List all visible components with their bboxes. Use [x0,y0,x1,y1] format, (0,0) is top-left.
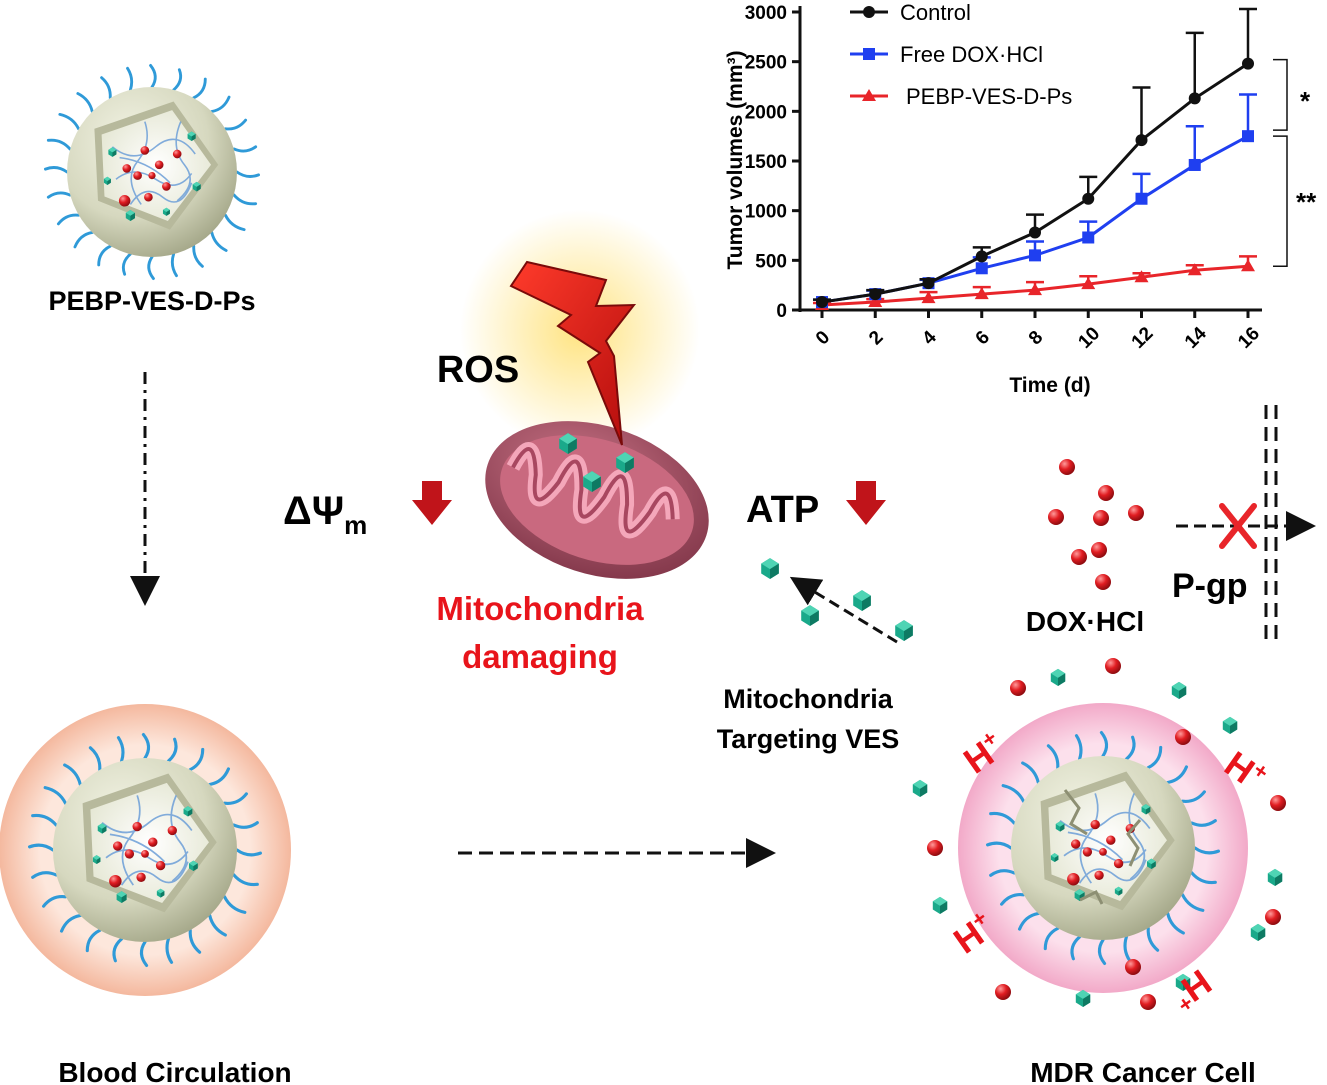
data-point [1028,283,1042,296]
x-tick-label: 8 [1025,327,1047,349]
significance-bracket [1273,58,1288,131]
x-axis-title: Time (d) [1009,374,1090,397]
mito-damage-line1: Mitochondria [436,590,644,627]
data-point [1135,192,1148,205]
ros-label: ROS [437,349,519,391]
atp-label: ATP [746,489,819,531]
x-tick-label: 0 [812,327,834,349]
significance-mark: ** [1296,187,1317,217]
x-tick-label: 16 [1234,323,1264,353]
data-point [1082,192,1095,205]
legend-label: Free DOX·HCl [900,42,1043,67]
data-point [921,291,936,304]
data-point [1029,226,1041,239]
significance-mark: * [1300,86,1311,116]
nanoparticle-in-tumor [958,703,1248,993]
ves-crystal [801,605,819,626]
data-point [1241,259,1255,272]
data-point [1134,270,1149,283]
mito-damage-line2: damaging [462,638,618,675]
y-tick-label: 1500 [745,152,787,173]
data-point [1188,158,1201,171]
dox-hcl-label: DOX·HCl [1026,606,1144,637]
data-point [1081,277,1096,290]
data-point [868,295,883,308]
ves-crystal [895,620,913,641]
membrane-potential-down-arrow-icon [412,481,452,525]
y-tick-label: 1000 [745,202,787,223]
series-pebp-ves-d-ps [813,255,1257,311]
x-tick-label: 6 [972,327,994,349]
free-dox-dots [1048,459,1144,590]
y-tick-label: 500 [755,251,787,272]
blocked-x-icon [1219,503,1257,549]
y-tick-label: 2500 [745,53,787,74]
data-point [975,262,988,275]
blood-circulation-label: Blood Circulation [58,1057,291,1085]
y-tick-label: 2000 [745,102,787,123]
ves-targeting-arrow [789,576,898,644]
mitochondrion [485,421,709,579]
data-point [974,287,989,300]
membrane-potential-label: ΔΨm [283,489,367,540]
series-free-dox-hcl [813,93,1257,309]
delta-psi-text: ΔΨ [283,489,344,533]
x-tick-label: 10 [1074,323,1104,353]
membrane-dashes [1264,405,1278,640]
legend-marker [863,6,875,18]
mito-target-line2: Targeting VES [717,724,900,754]
data-point [975,250,988,263]
data-point [1187,263,1202,276]
x-tick-label: 4 [918,327,941,350]
y-tick-label: 3000 [745,3,787,24]
data-point [1188,92,1201,105]
mdr-cell-label: MDR Cancer Cell [1030,1057,1256,1085]
legend-marker [863,48,875,60]
ves-crystal [761,558,779,579]
particle-name-label: PEBP-VES-D-Ps [48,286,255,316]
data-point [1135,134,1148,147]
data-point [816,296,828,309]
series-control [813,7,1257,309]
y-tick-label: 0 [776,301,787,322]
data-point [1242,130,1254,143]
data-point [869,288,882,301]
x-tick-label: 2 [865,327,887,349]
nanoparticle-in-blood [0,704,291,996]
data-point [1029,249,1041,262]
legend-label: Control [900,0,971,25]
legend-label: PEBP-VES-D-Ps [906,84,1072,109]
delta-psi-subscript: m [344,510,367,540]
nanoparticle-top [45,65,258,278]
y-axis-title: Tumor volumes (mm³) [724,51,747,270]
significance-bracket [1273,135,1288,268]
x-tick-label: 14 [1181,323,1211,353]
released-dox-dots [927,658,1286,1010]
lightning-bolt-icon [509,260,637,446]
data-point [922,277,935,290]
atp-down-arrow-icon [846,481,886,525]
tumor-volume-chart: 0 500 1000 1500 2000 2500 3000 0 2 4 6 8 10 12 14 16 Tim… [724,0,1317,397]
ves-crystal [853,590,871,611]
data-point [1082,231,1095,244]
pgp-label: P-gp [1172,567,1248,605]
x-tick-label: 12 [1128,323,1158,353]
data-point [1242,57,1254,70]
mito-target-line1: Mitochondria [723,684,893,714]
legend-marker [862,89,876,101]
